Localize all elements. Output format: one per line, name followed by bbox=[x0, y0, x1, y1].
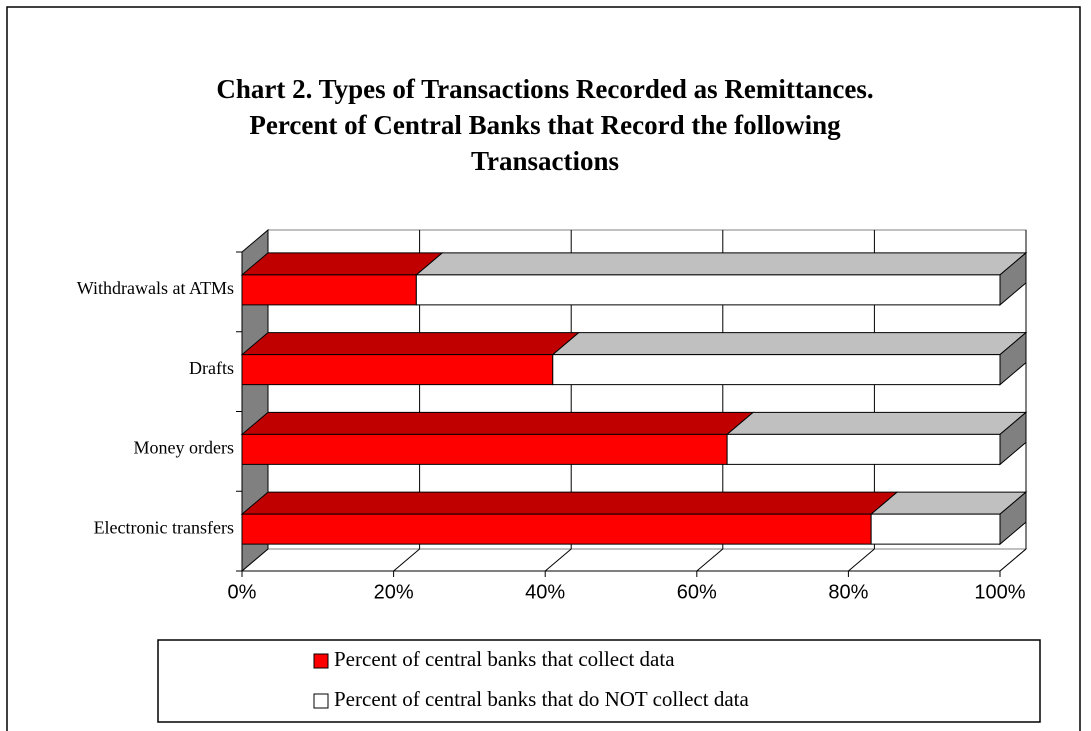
grid-line bbox=[393, 548, 420, 572]
bar-end bbox=[999, 251, 1027, 306]
bar-top bbox=[869, 491, 1028, 515]
chart-title: Percent of Central Banks that Record the… bbox=[249, 110, 841, 140]
grid-line bbox=[999, 548, 1027, 572]
chart-title: Chart 2. Types of Transactions Recorded … bbox=[216, 74, 873, 104]
bar-end bbox=[999, 411, 1027, 466]
grid-line bbox=[241, 548, 269, 572]
grid-line bbox=[696, 548, 724, 572]
y-tick-label: Drafts bbox=[189, 358, 234, 378]
bar-top bbox=[414, 252, 1028, 276]
grid-line bbox=[544, 548, 572, 572]
bar-top bbox=[240, 411, 755, 435]
bar bbox=[241, 274, 417, 306]
bar-end bbox=[999, 491, 1027, 546]
chart-frame bbox=[6, 6, 1081, 731]
bar bbox=[241, 354, 554, 386]
bar-top bbox=[725, 411, 1028, 435]
bar bbox=[726, 433, 1001, 465]
x-tick-label: 20% bbox=[374, 581, 414, 603]
x-tick-label: 60% bbox=[677, 581, 717, 603]
bar-top bbox=[240, 491, 899, 515]
x-tick-label: 100% bbox=[974, 581, 1025, 603]
bar bbox=[552, 354, 1001, 386]
bar-end bbox=[999, 331, 1027, 386]
chart-title: Transactions bbox=[471, 146, 619, 176]
y-tick-label: Money orders bbox=[134, 438, 234, 458]
bar-top bbox=[240, 332, 581, 356]
x-tick-label: 0% bbox=[228, 581, 257, 603]
bar bbox=[870, 513, 1001, 545]
bar bbox=[415, 274, 1001, 306]
y-tick-label: Electronic transfers bbox=[94, 517, 234, 537]
bar-top bbox=[551, 332, 1028, 356]
legend-label: Percent of central banks that collect da… bbox=[334, 647, 675, 671]
bar bbox=[241, 433, 728, 465]
y-tick-label: Withdrawals at ATMs bbox=[77, 278, 234, 298]
legend-swatch bbox=[313, 653, 329, 669]
bar-top bbox=[240, 252, 444, 276]
bar bbox=[241, 513, 872, 545]
legend-swatch bbox=[313, 693, 329, 709]
floor bbox=[240, 548, 1028, 572]
grid-line bbox=[848, 548, 875, 572]
legend-box bbox=[157, 639, 1041, 723]
legend-label: Percent of central banks that do NOT col… bbox=[334, 687, 749, 711]
x-tick-label: 80% bbox=[828, 581, 868, 603]
x-tick-label: 40% bbox=[525, 581, 565, 603]
